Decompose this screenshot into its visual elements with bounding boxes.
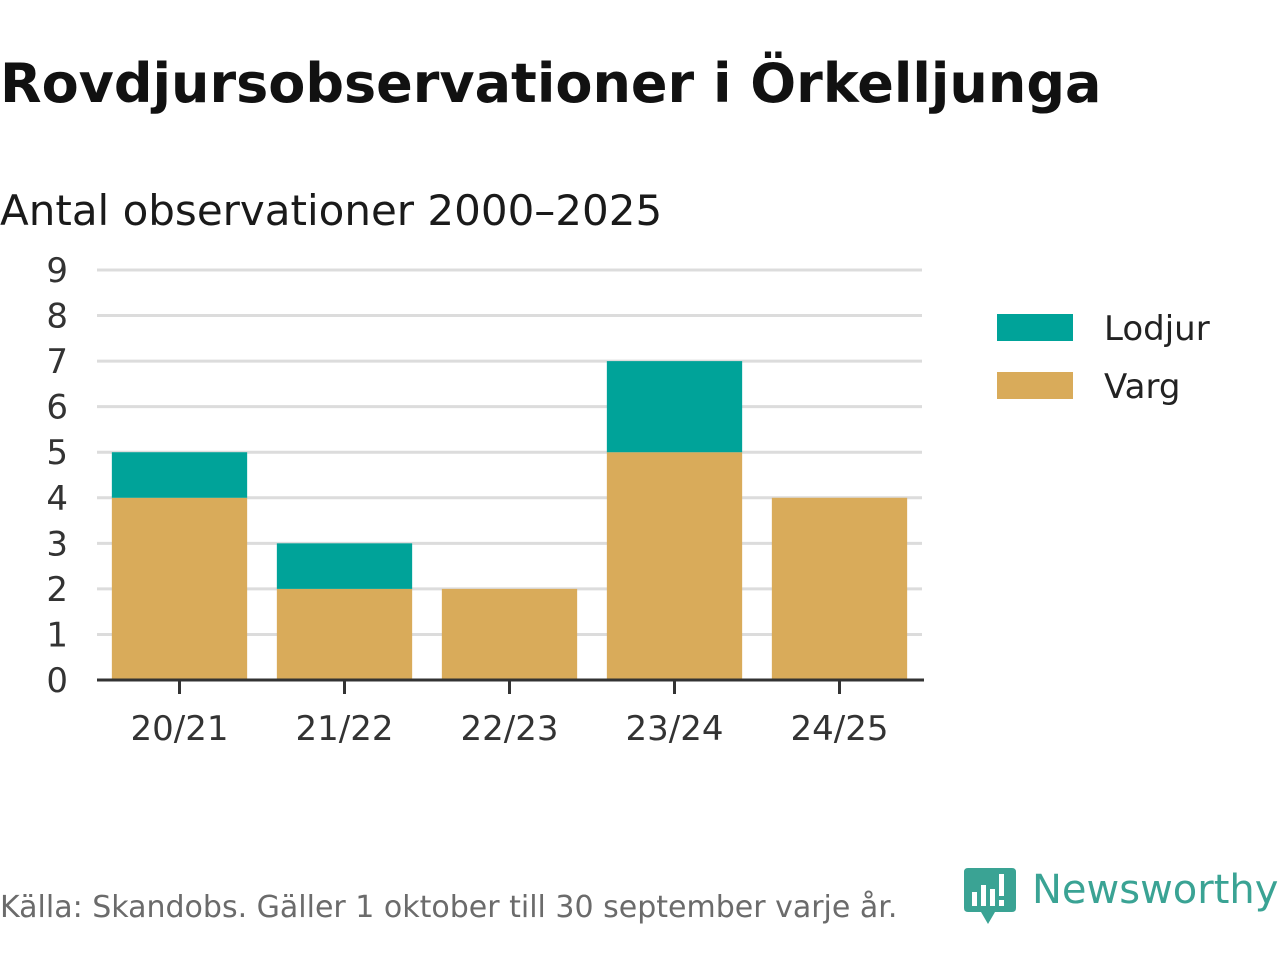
newsworthy-logo-icon xyxy=(964,868,1016,924)
y-tick-label: 0 xyxy=(46,661,68,701)
y-tick-label: 2 xyxy=(46,570,68,610)
legend: Lodjur Varg xyxy=(997,309,1210,407)
y-tick-label: 5 xyxy=(46,433,68,473)
bar-lodjur-21-22 xyxy=(276,543,413,589)
bar-varg-20-21 xyxy=(111,497,248,680)
legend-swatch-varg xyxy=(997,372,1073,399)
bar-varg-22-23 xyxy=(441,588,578,680)
source-note: Källa: Skandobs. Gäller 1 oktober till 3… xyxy=(0,890,897,925)
x-tick-label: 21/22 xyxy=(296,709,394,749)
y-tick-label: 6 xyxy=(46,388,68,428)
bar-varg-23-24 xyxy=(606,452,743,680)
y-tick-label: 7 xyxy=(46,342,68,382)
x-tick-label: 23/24 xyxy=(626,709,724,749)
brand-name: Newsworthy xyxy=(1032,867,1278,913)
x-axis: 20/21 21/22 22/23 23/24 24/25 xyxy=(97,678,924,749)
bar-varg-24-25 xyxy=(771,497,908,680)
y-axis: 0 1 2 3 4 5 6 7 8 9 xyxy=(46,251,68,701)
y-tick-label: 9 xyxy=(46,251,68,291)
chart-title: Rovdjursobservationer i Örkelljunga xyxy=(0,52,1101,115)
chart-subtitle: Antal observationer 2000–2025 xyxy=(0,186,662,235)
legend-label-lodjur: Lodjur xyxy=(1104,309,1210,349)
y-tick-label: 1 xyxy=(46,615,68,655)
y-tick-label: 8 xyxy=(46,297,68,337)
bar-lodjur-23-24 xyxy=(606,361,743,453)
legend-label-varg: Varg xyxy=(1104,367,1180,407)
x-tick-label: 22/23 xyxy=(461,709,559,749)
x-tick-label: 24/25 xyxy=(791,709,889,749)
bars xyxy=(111,361,908,680)
legend-swatch-lodjur xyxy=(997,314,1073,341)
y-tick-label: 4 xyxy=(46,479,68,519)
y-tick-label: 3 xyxy=(46,524,68,564)
bar-lodjur-20-21 xyxy=(111,452,248,498)
bar-varg-21-22 xyxy=(276,588,413,680)
x-tick-label: 20/21 xyxy=(131,709,229,749)
